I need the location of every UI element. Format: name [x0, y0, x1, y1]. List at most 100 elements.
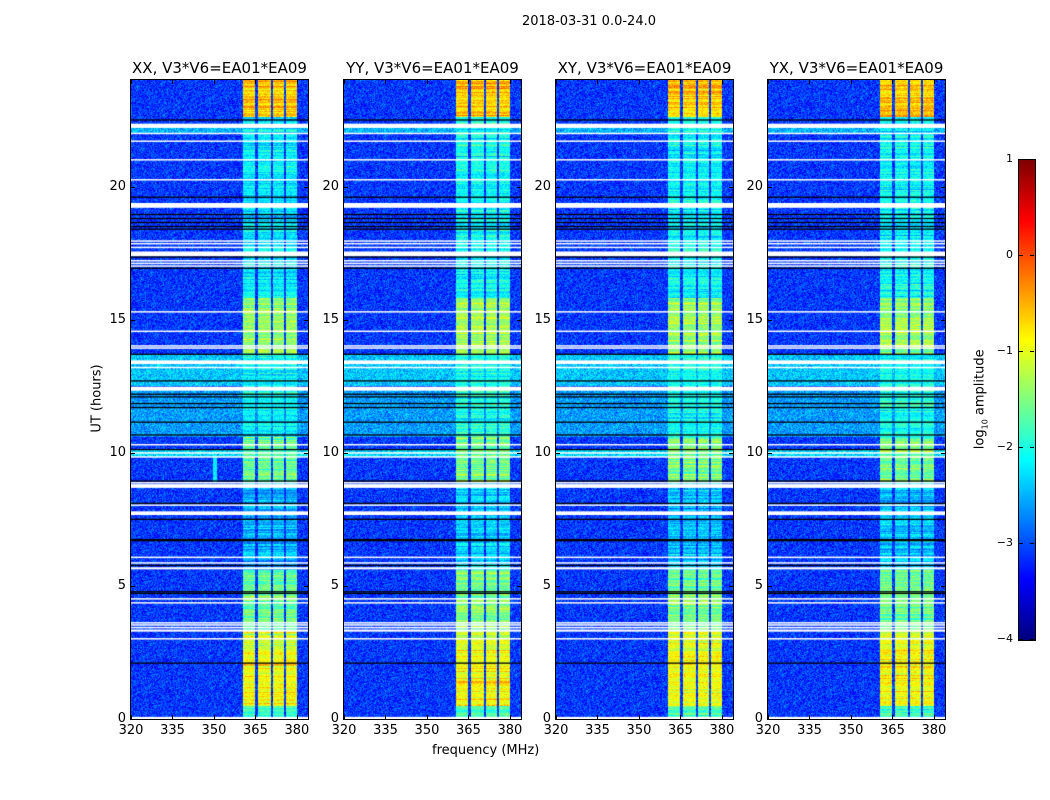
colorbar-tick-label: −2: [996, 440, 1013, 453]
x-tick-label: 380: [497, 723, 523, 738]
y-tick-mark: [131, 719, 135, 720]
x-tick-mark: [768, 80, 769, 84]
spectrogram-heatmap: [556, 80, 733, 719]
spectrogram-panel: [767, 79, 946, 720]
y-tick-mark: [131, 585, 135, 587]
y-tick-label: 5: [330, 577, 339, 593]
y-tick-mark: [304, 186, 308, 188]
x-tick-mark: [680, 715, 682, 719]
y-tick-mark: [941, 319, 945, 321]
colorbar-tick-label: −3: [996, 536, 1013, 549]
y-tick-mark: [304, 585, 308, 587]
x-tick-label: 380: [709, 723, 735, 738]
x-tick-mark: [933, 80, 935, 84]
y-tick-mark: [768, 319, 772, 321]
x-tick-mark: [768, 715, 769, 719]
y-tick-label: 20: [746, 178, 763, 194]
y-tick-label: 10: [322, 444, 339, 460]
y-tick-label: 10: [109, 444, 126, 460]
x-tick-mark: [509, 80, 511, 84]
x-tick-mark: [892, 80, 894, 84]
x-tick-label: 350: [838, 723, 864, 738]
panel-title: XX, V3*V6=EA01*EA09: [132, 59, 307, 77]
y-tick-mark: [304, 319, 308, 321]
y-tick-label: 0: [117, 711, 126, 726]
x-tick-mark: [509, 715, 511, 719]
y-tick-mark: [344, 452, 348, 454]
y-tick-mark: [556, 585, 560, 587]
y-tick-label: 5: [542, 577, 551, 593]
x-tick-label: 320: [331, 723, 357, 738]
colorbar-tick-mark: [1019, 447, 1023, 448]
x-tick-mark: [556, 80, 557, 84]
y-tick-label: 0: [754, 711, 763, 726]
x-tick-label: 350: [414, 723, 440, 738]
y-tick-mark: [304, 719, 308, 720]
x-tick-label: 365: [880, 723, 905, 738]
colorbar-tick-mark: [1030, 639, 1034, 640]
x-tick-label: 350: [201, 723, 227, 738]
y-tick-mark: [517, 585, 521, 587]
y-tick-mark: [941, 585, 945, 587]
panel-title: YY, V3*V6=EA01*EA09: [346, 59, 519, 77]
panel-title: XY, V3*V6=EA01*EA09: [557, 59, 732, 77]
x-tick-mark: [385, 80, 387, 84]
x-tick-label: 350: [626, 723, 652, 738]
y-axis-label: UT (hours): [89, 364, 105, 433]
y-tick-label: 0: [330, 711, 339, 726]
spectrogram-heatmap: [344, 80, 521, 719]
x-tick-mark: [296, 715, 298, 719]
y-tick-label: 20: [534, 178, 551, 194]
y-tick-label: 10: [746, 444, 763, 460]
colorbar-tick-mark: [1030, 351, 1034, 352]
x-tick-mark: [809, 715, 811, 719]
x-tick-mark: [131, 715, 132, 719]
y-tick-mark: [941, 186, 945, 188]
x-tick-label: 365: [456, 723, 481, 738]
x-tick-mark: [597, 80, 599, 84]
y-tick-mark: [344, 719, 348, 720]
x-tick-mark: [933, 715, 935, 719]
y-tick-label: 20: [322, 178, 339, 194]
y-tick-label: 15: [534, 311, 551, 327]
x-tick-label: 335: [160, 723, 185, 738]
colorbar-tick-mark: [1019, 159, 1023, 160]
spectrogram-heatmap: [768, 80, 945, 719]
colorbar-tick-mark: [1019, 543, 1023, 544]
spectrogram-heatmap: [131, 80, 308, 719]
y-tick-label: 5: [117, 577, 126, 593]
x-axis-label: frequency (MHz): [432, 743, 540, 758]
x-tick-mark: [344, 715, 345, 719]
y-tick-mark: [768, 186, 772, 188]
x-tick-label: 320: [755, 723, 781, 738]
y-tick-mark: [556, 452, 560, 454]
x-tick-mark: [255, 715, 257, 719]
x-tick-mark: [131, 80, 132, 84]
y-tick-mark: [768, 585, 772, 587]
y-tick-mark: [729, 585, 733, 587]
y-tick-mark: [344, 585, 348, 587]
x-tick-mark: [809, 80, 811, 84]
x-tick-mark: [296, 80, 298, 84]
x-tick-mark: [426, 80, 428, 84]
panel-title: YX, V3*V6=EA01*EA09: [769, 59, 944, 77]
y-tick-mark: [941, 719, 945, 720]
x-tick-mark: [255, 80, 257, 84]
y-tick-mark: [556, 186, 560, 188]
y-tick-mark: [344, 319, 348, 321]
x-tick-label: 365: [668, 723, 693, 738]
x-tick-mark: [850, 715, 852, 719]
y-tick-mark: [556, 719, 560, 720]
x-tick-mark: [213, 715, 215, 719]
y-tick-label: 15: [109, 311, 126, 327]
colorbar-tick-label: −1: [996, 344, 1013, 357]
y-tick-mark: [344, 186, 348, 188]
x-tick-mark: [468, 80, 470, 84]
x-tick-mark: [468, 715, 470, 719]
x-tick-label: 335: [373, 723, 398, 738]
x-tick-mark: [344, 80, 345, 84]
y-tick-mark: [941, 452, 945, 454]
spectrogram-panel: [343, 79, 522, 720]
y-tick-mark: [131, 186, 135, 188]
